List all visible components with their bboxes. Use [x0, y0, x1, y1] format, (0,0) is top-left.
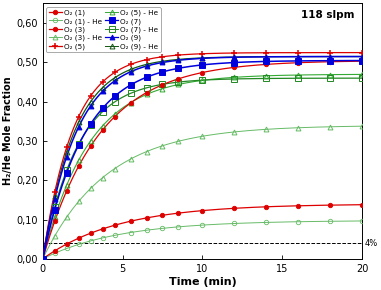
Text: 4%: 4% [365, 239, 378, 248]
Y-axis label: H₂/He Mole Fraction: H₂/He Mole Fraction [3, 77, 13, 186]
Legend: O₂ (1), O₂ (1) - He, O₂ (3), O₂ (3) - He, O₂ (5), O₂ (5) - He, O₂ (7), O₂ (7) - : O₂ (1), O₂ (1) - He, O₂ (3), O₂ (3) - He… [46, 7, 161, 52]
X-axis label: Time (min): Time (min) [168, 277, 236, 287]
Text: 118 slpm: 118 slpm [301, 10, 354, 20]
